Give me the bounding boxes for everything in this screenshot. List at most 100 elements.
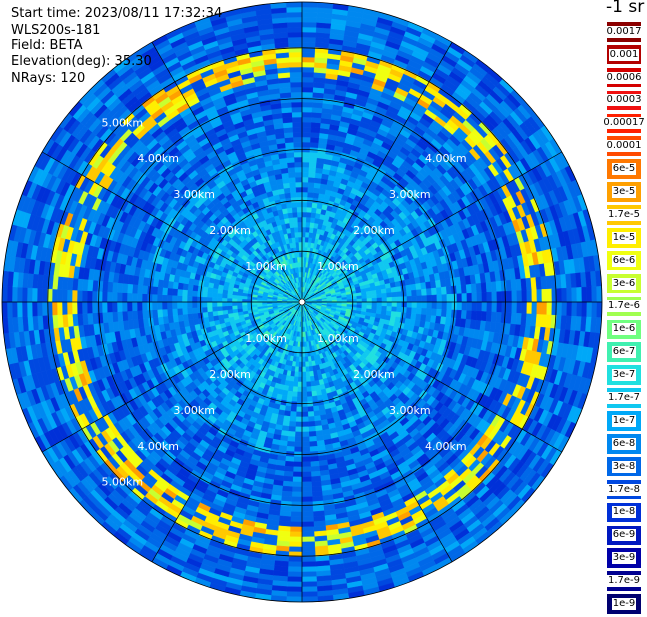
ppi-gate-cell [387, 302, 392, 307]
ppi-gate-cell [286, 446, 294, 452]
ppi-gate-cell [302, 212, 307, 217]
ppi-gate-cell [306, 387, 311, 392]
ppi-gate-cell [302, 222, 306, 227]
ppi-gate-cell [362, 299, 367, 302]
ppi-gate-cell [288, 567, 302, 572]
ppi-gate-cell [302, 182, 308, 187]
ppi-gate-cell [302, 417, 308, 422]
ppi-gate-cell [287, 441, 295, 447]
ppi-gate-cell [302, 117, 312, 122]
ppi-gate-cell [302, 92, 313, 97]
ppi-gate-cell [302, 152, 310, 157]
ppi-gate-cell [587, 287, 592, 302]
ppi-gate-cell [557, 302, 562, 316]
ppi-gate-cell [306, 372, 310, 377]
ppi-gate-cell [302, 2, 318, 7]
ppi-gate-cell [302, 502, 313, 507]
ppi-gate-cell [302, 377, 306, 382]
ppi-gate-cell [288, 426, 295, 432]
ppi-gate-cell [293, 467, 302, 472]
ppi-gate-cell [522, 290, 527, 302]
ppi-gate-cell [302, 122, 311, 127]
ppi-gate-cell [294, 457, 302, 462]
ppi-gate-cell [302, 562, 316, 567]
ppi-gate-cell [310, 376, 315, 382]
ppi-gate-cell [309, 436, 317, 442]
ppi-gate-cell [302, 587, 317, 592]
ppi-gate-cell [482, 302, 487, 312]
ppi-gate-cell [286, 401, 292, 407]
ppi-gate-cell [302, 492, 312, 497]
ppi-gate-cell [442, 302, 447, 310]
ppi-gate-cell [577, 302, 582, 317]
ppi-gate-cell [302, 382, 306, 387]
ppi-gate-cell [532, 290, 537, 302]
ppi-gate-cell [436, 287, 442, 295]
ppi-gate-cell [302, 87, 313, 92]
ppi-gate-cell [357, 299, 362, 302]
ppi-gate-cell [367, 298, 372, 302]
ppi-gate-cell [308, 406, 314, 411]
ppi-gate-cell [432, 295, 437, 302]
ppi-gate-cell [302, 102, 313, 107]
ppi-gate-cell [486, 282, 492, 292]
ppi-gate-cell [416, 290, 421, 297]
ppi-gate-cell [567, 302, 572, 316]
ppi-gate-cell [302, 362, 305, 367]
ppi-gate-cell [401, 286, 407, 292]
ppi-gate-cell [306, 377, 311, 382]
ppi-gate-cell [412, 296, 417, 302]
ppi-gate-cell [292, 492, 302, 497]
ppi-gate-cell [377, 298, 382, 302]
ppi-gate-cell [296, 422, 303, 427]
ppi-gate-cell [302, 532, 314, 537]
ppi-gate-cell [507, 291, 512, 302]
ppi-gate-cell [512, 302, 517, 313]
ppi-gate-cell [597, 302, 602, 318]
ppi-gate-cell [308, 416, 315, 421]
ppi-gate-cell [302, 592, 317, 597]
ppi-gate-cell [302, 507, 313, 512]
ppi-gate-cell [293, 472, 302, 477]
ppi-gate-cell [304, 347, 307, 352]
ppi-gate-cell [297, 397, 302, 402]
ppi-gate-cell [298, 382, 302, 387]
ppi-gate-cell [446, 286, 452, 294]
ppi-gate-cell [392, 302, 397, 307]
ppi-gate-cell [295, 432, 302, 437]
ppi-gate-cell [302, 67, 314, 72]
ppi-gate-cell [362, 302, 367, 305]
ppi-gate-cell [402, 297, 407, 303]
ppi-gate-cell [456, 310, 462, 319]
ppi-gate-cell [376, 290, 382, 295]
ppi-gate-cell [502, 302, 507, 313]
ppi-gate-cell [312, 396, 318, 402]
ppi-gate-cell [396, 312, 402, 318]
ppi-gate-cell [283, 481, 293, 487]
ppi-gate-cell [309, 162, 317, 168]
ppi-gate-cell [406, 308, 411, 314]
ppi-gate-cell [481, 283, 487, 293]
ppi-gate-cell [382, 302, 387, 306]
ppi-gate-cell [417, 302, 422, 308]
ppi-gate-cell [382, 306, 387, 311]
ppi-gate-cell [527, 290, 532, 302]
ppi-gate-cell [302, 547, 315, 552]
ppi-gate-cell [299, 357, 302, 362]
ppi-gate-cell [457, 294, 462, 302]
ppi-gate-cell [305, 362, 309, 367]
ppi-gate-cell [307, 397, 313, 402]
ppi-gate-cell [290, 522, 302, 527]
ppi-gate-cell [302, 142, 310, 147]
ppi-gate-cell [287, 582, 302, 587]
ppi-gate-cell [297, 392, 302, 397]
ppi-gate-cell [302, 542, 315, 547]
ppi-gate-cell [302, 207, 307, 212]
ppi-gate-cell [462, 302, 467, 311]
ppi-gate-cell [302, 52, 315, 57]
ppi-gate-cell [431, 309, 437, 316]
ppi-gate-cell [392, 307, 397, 312]
ppi-gate-cell [292, 482, 302, 487]
ppi-gate-cell [307, 392, 312, 397]
ppi-gate-cell [426, 288, 432, 295]
